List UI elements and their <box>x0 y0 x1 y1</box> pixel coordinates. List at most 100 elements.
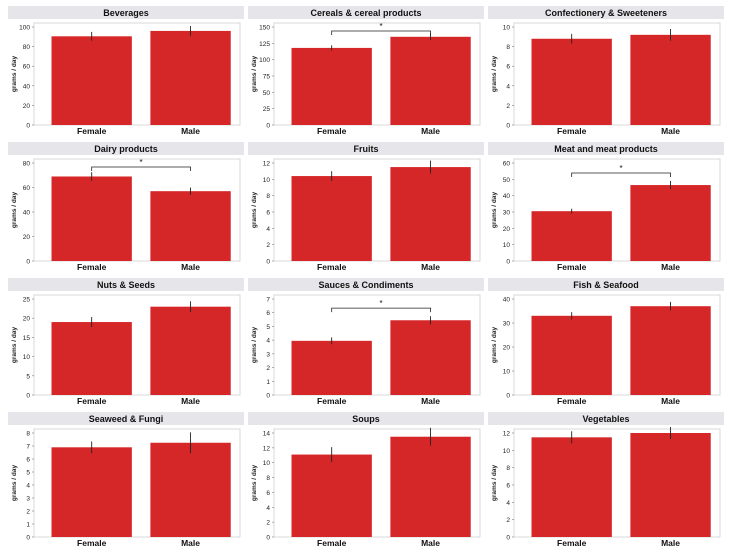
significance-bracket <box>331 307 431 313</box>
y-axis-label: grams / day <box>251 327 258 364</box>
y-tick-label: 20 <box>503 226 511 233</box>
y-tick-label: 2 <box>506 103 510 110</box>
y-axis-label: grams / day <box>491 327 498 364</box>
y-tick-label: 4 <box>26 483 30 490</box>
y-tick-label: 0 <box>506 123 510 130</box>
x-category-label: Female <box>317 126 347 136</box>
y-tick-label: 0 <box>26 393 30 400</box>
x-category-label: Male <box>421 262 440 272</box>
y-tick-label: 6 <box>26 457 30 464</box>
y-tick-label: 15 <box>23 335 31 342</box>
chart-panel: Sauces & Condiments 0 1 2 3 4 5 6 7 grams / day Fe… <box>248 278 484 406</box>
y-tick-label: 4 <box>266 338 270 345</box>
panel-title-bar <box>8 142 244 155</box>
panel-title: Dairy products <box>94 144 158 154</box>
y-tick-label: 0 <box>26 535 30 542</box>
x-category-label: Male <box>181 126 200 136</box>
x-category-label: Female <box>77 126 107 136</box>
y-tick-label: 25 <box>263 106 271 113</box>
x-category-label: Female <box>77 262 107 272</box>
x-category-label: Female <box>557 396 587 406</box>
panel-title: Beverages <box>103 8 149 18</box>
panel-title: Meat and meat products <box>554 144 658 154</box>
y-tick-label: 80 <box>23 161 31 168</box>
y-tick-label: 60 <box>503 161 511 168</box>
x-category-label: Female <box>557 538 587 548</box>
panel-title: Confectionery & Sweeteners <box>545 8 667 18</box>
x-category-label: Male <box>421 396 440 406</box>
y-tick-label: 8 <box>506 465 510 472</box>
y-tick-label: 100 <box>19 25 30 32</box>
y-axis-label: grams / day <box>11 465 18 502</box>
bar-male <box>630 34 711 126</box>
bar-female <box>531 437 612 537</box>
y-tick-label: 1 <box>26 522 30 529</box>
x-category-label: Male <box>661 126 680 136</box>
bar-female <box>291 454 372 537</box>
bar-male <box>630 185 711 261</box>
y-tick-label: 10 <box>503 242 511 249</box>
x-category-label: Female <box>557 262 587 272</box>
bar-female <box>51 36 132 126</box>
y-tick-label: 20 <box>503 345 511 352</box>
panel-title: Fruits <box>353 144 378 154</box>
y-tick-label: 8 <box>266 475 270 482</box>
y-tick-label: 10 <box>503 25 511 32</box>
panel-title: Nuts & Seeds <box>97 280 155 290</box>
bar-female <box>531 38 612 126</box>
y-tick-label: 5 <box>26 373 30 380</box>
y-tick-label: 10 <box>23 354 31 361</box>
bar-female <box>531 211 612 261</box>
y-tick-label: 7 <box>26 444 30 451</box>
panel-title-bar <box>8 278 244 291</box>
y-tick-label: 12 <box>503 431 511 438</box>
y-tick-label: 0 <box>506 535 510 542</box>
y-tick-label: 2 <box>266 365 270 372</box>
y-tick-label: 0 <box>266 123 270 130</box>
x-category-label: Female <box>557 126 587 136</box>
chart-panel: Soups 0 2 4 6 8 10 12 14 grams / day Female Male <box>248 412 484 548</box>
bar-male <box>150 306 231 395</box>
y-tick-label: 0 <box>266 393 270 400</box>
y-axis-label: grams / day <box>11 56 18 93</box>
bar-female <box>531 315 612 395</box>
y-tick-label: 20 <box>23 316 31 323</box>
y-tick-label: 0 <box>26 259 30 266</box>
y-tick-label: 80 <box>23 44 31 51</box>
y-tick-label: 50 <box>503 177 511 184</box>
x-category-label: Female <box>317 262 347 272</box>
y-tick-label: 0 <box>26 123 30 130</box>
y-tick-label: 30 <box>503 210 511 217</box>
panel-title-bar <box>248 142 484 155</box>
x-category-label: Female <box>317 396 347 406</box>
bar-female <box>51 322 132 395</box>
bar-male <box>630 306 711 395</box>
x-category-label: Male <box>421 126 440 136</box>
chart-panel: Confectionery & Sweeteners 0 2 4 6 8 10 grams /… <box>488 6 724 136</box>
y-axis-label: grams / day <box>251 465 258 502</box>
y-tick-label: 40 <box>23 83 31 90</box>
panel-title-bar <box>8 6 244 19</box>
y-tick-label: 0 <box>506 259 510 266</box>
panel-title-bar <box>248 412 484 425</box>
significance-marker: * <box>140 158 143 167</box>
y-tick-label: 60 <box>23 64 31 71</box>
y-tick-label: 40 <box>503 193 511 200</box>
y-tick-label: 125 <box>259 41 270 48</box>
x-category-label: Male <box>661 396 680 406</box>
y-axis-label: grams / day <box>11 327 18 364</box>
y-tick-label: 0 <box>506 393 510 400</box>
panel-title: Vegetables <box>582 414 629 424</box>
panel-title: Soups <box>352 414 380 424</box>
y-tick-label: 4 <box>506 83 510 90</box>
y-tick-label: 6 <box>506 483 510 490</box>
y-tick-label: 6 <box>266 310 270 317</box>
y-tick-label: 1 <box>266 379 270 386</box>
chart-panel: Vegetables 0 2 4 6 8 10 12 grams / day Female Male <box>488 412 724 548</box>
y-tick-label: 30 <box>503 321 511 328</box>
y-axis-label: grams / day <box>491 465 498 502</box>
y-tick-label: 4 <box>506 500 510 507</box>
x-category-label: Female <box>77 538 107 548</box>
y-tick-label: 0 <box>266 259 270 266</box>
